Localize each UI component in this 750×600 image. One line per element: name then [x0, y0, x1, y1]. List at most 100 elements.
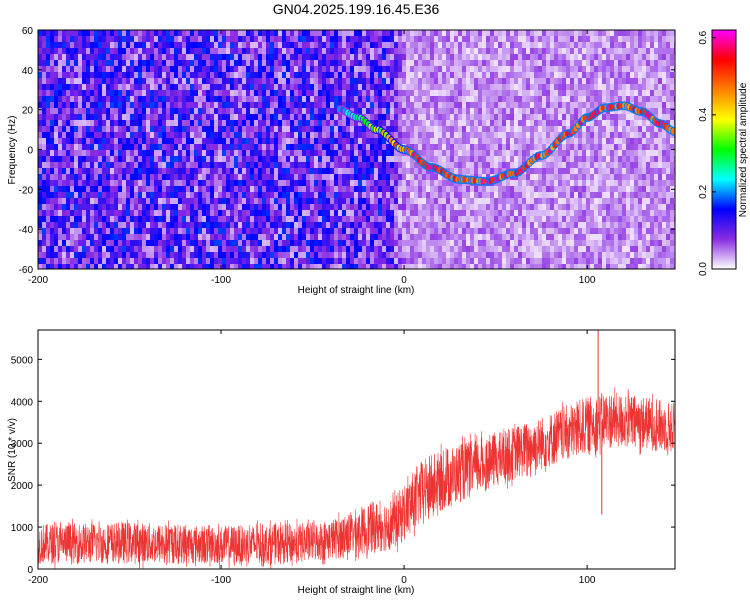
heatmap-cell	[406, 192, 410, 198]
heatmap-cell	[314, 264, 318, 269]
heatmap-cell	[218, 246, 222, 252]
heatmap-cell	[94, 204, 98, 210]
heatmap-cell	[474, 72, 478, 78]
heatmap-cell	[330, 54, 334, 60]
heatmap-cell	[206, 36, 210, 42]
heatmap-cell	[230, 192, 234, 198]
heatmap-cell	[122, 162, 126, 168]
heatmap-cell	[198, 144, 202, 150]
heatmap-cell	[514, 216, 518, 222]
heatmap-cell	[138, 222, 142, 228]
heatmap-cell	[258, 48, 262, 54]
heatmap-cell	[402, 126, 406, 132]
heatmap-cell	[526, 174, 530, 180]
heatmap-cell	[438, 210, 442, 216]
heatmap-cell	[70, 162, 74, 168]
heatmap-cell	[462, 90, 466, 96]
heatmap-cell	[142, 138, 146, 144]
heatmap-cell	[114, 234, 118, 240]
heatmap-cell	[366, 54, 370, 60]
heatmap-cell	[222, 30, 226, 36]
heatmap-cell	[82, 66, 86, 72]
heatmap-cell	[86, 186, 90, 192]
heatmap-cell	[350, 174, 354, 180]
heatmap-cell	[518, 216, 522, 222]
heatmap-cell	[98, 246, 102, 252]
heatmap-cell	[142, 186, 146, 192]
heatmap-cell	[338, 90, 342, 96]
heatmap-cell	[190, 204, 194, 210]
heatmap-cell	[362, 138, 366, 144]
heatmap-cell	[502, 222, 506, 228]
heatmap-cell	[310, 66, 314, 72]
heatmap-cell	[482, 132, 486, 138]
heatmap-cell	[366, 42, 370, 48]
heatmap-cell	[530, 54, 534, 60]
heatmap-cell	[378, 66, 382, 72]
heatmap-cell	[210, 198, 214, 204]
heatmap-cell	[170, 240, 174, 246]
heatmap-cell	[382, 60, 386, 66]
heatmap-cell	[414, 198, 418, 204]
heatmap-cell	[518, 180, 522, 186]
heatmap-cell	[426, 186, 430, 192]
heatmap-cell	[510, 222, 514, 228]
heatmap-cell	[326, 156, 330, 162]
heatmap-cell	[402, 48, 406, 54]
heatmap-cell	[322, 144, 326, 150]
heatmap-cell	[478, 162, 482, 168]
heatmap-cell	[358, 246, 362, 252]
heatmap-cell	[238, 234, 242, 240]
heatmap-cell	[286, 240, 290, 246]
heatmap-cell	[110, 126, 114, 132]
heatmap-cell	[254, 198, 258, 204]
heatmap-cell	[110, 138, 114, 144]
heatmap-cell	[270, 132, 274, 138]
heatmap-cell	[382, 120, 386, 126]
heatmap-cell	[366, 204, 370, 210]
heatmap-cell	[246, 108, 250, 114]
heatmap-cell	[398, 246, 402, 252]
heatmap-cell	[418, 96, 422, 102]
heatmap-cell	[286, 180, 290, 186]
heatmap-cell	[70, 258, 74, 264]
heatmap-cell	[134, 228, 138, 234]
heatmap-cell	[450, 246, 454, 252]
heatmap-cell	[222, 234, 226, 240]
heatmap-cell	[394, 198, 398, 204]
heatmap-cell	[74, 120, 78, 126]
heatmap-cell	[326, 30, 330, 36]
heatmap-cell	[258, 54, 262, 60]
heatmap-cell	[286, 60, 290, 66]
heatmap-cell	[138, 84, 142, 90]
heatmap-cell	[142, 54, 146, 60]
heatmap-cell	[530, 48, 534, 54]
heatmap-cell	[218, 66, 222, 72]
heatmap-cell	[378, 234, 382, 240]
heatmap-cell	[318, 246, 322, 252]
heatmap-cell	[146, 258, 150, 264]
heatmap-cell	[178, 252, 182, 258]
heatmap-cell	[366, 126, 370, 132]
heatmap-cell	[102, 36, 106, 42]
heatmap-cell	[206, 42, 210, 48]
heatmap-cell	[470, 246, 474, 252]
heatmap-cell	[74, 48, 78, 54]
heatmap-cell	[262, 234, 266, 240]
heatmap-cell	[46, 132, 50, 138]
heatmap-cell	[378, 216, 382, 222]
heatmap-cell	[382, 216, 386, 222]
heatmap-cell	[446, 204, 450, 210]
heatmap-cell	[202, 138, 206, 144]
heatmap-cell	[426, 222, 430, 228]
heatmap-cell	[170, 156, 174, 162]
heatmap-cell	[78, 30, 82, 36]
heatmap-cell	[370, 48, 374, 54]
heatmap-cell	[118, 60, 122, 66]
heatmap-cell	[378, 252, 382, 258]
heatmap-cell	[318, 252, 322, 258]
heatmap-cell	[274, 108, 278, 114]
heatmap-cell	[454, 66, 458, 72]
heatmap-cell	[338, 72, 342, 78]
heatmap-cell	[278, 180, 282, 186]
